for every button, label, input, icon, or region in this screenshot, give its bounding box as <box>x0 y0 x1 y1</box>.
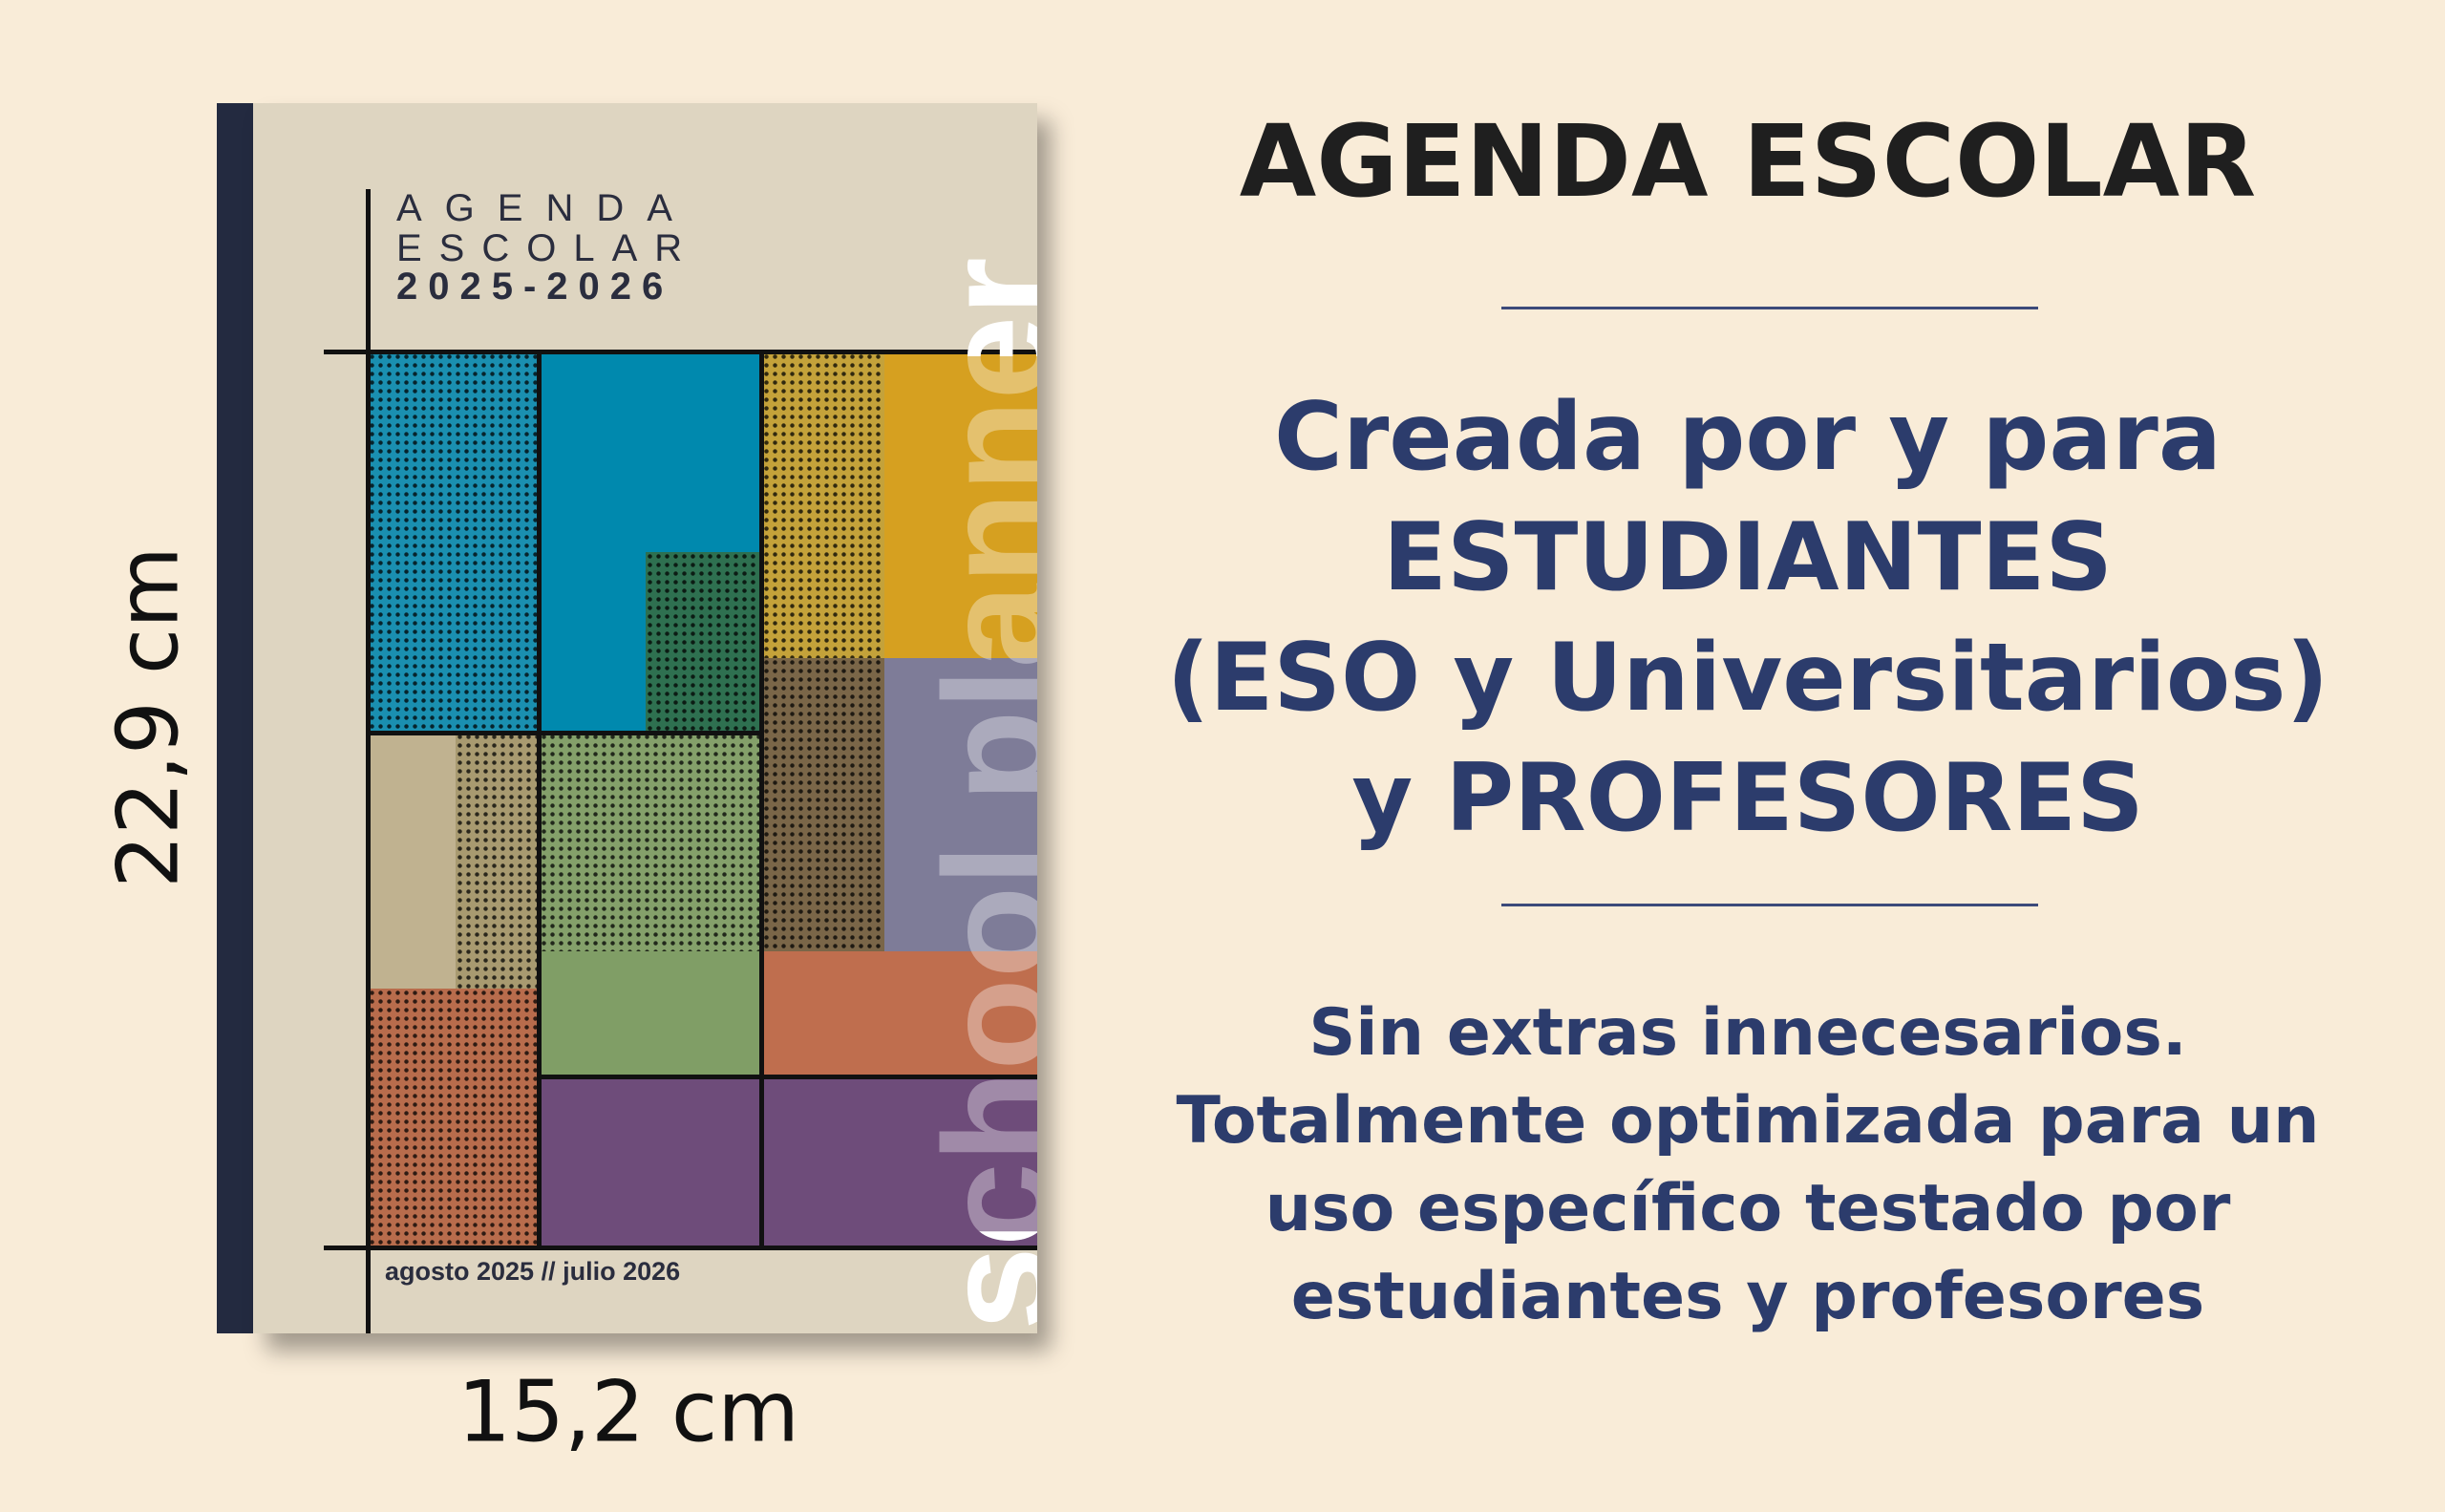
block-orange <box>762 951 1037 1076</box>
book-spine <box>217 103 253 1333</box>
tagline-line: Creada por y para <box>1274 383 2222 492</box>
tagline-line: ESTUDIANTES <box>1383 503 2113 612</box>
cover-title-line1: AGENDA <box>396 187 695 229</box>
block-purple <box>540 1076 762 1247</box>
grid-line <box>759 352 764 1247</box>
headline: AGENDA ESCOLAR <box>1239 103 2257 220</box>
description-line: uso específico testado por <box>1265 1171 2231 1246</box>
tagline-line: y PROFESORES <box>1351 744 2144 853</box>
grid-line <box>324 1246 1037 1250</box>
block-sand <box>368 733 456 989</box>
divider <box>1501 904 2038 906</box>
tagline: Creada por y para ESTUDIANTES (ESO y Uni… <box>1127 377 2369 859</box>
cover-vertical-text-overlay: school planner <box>913 257 1037 1331</box>
description-line: Sin extras innecesarios. <box>1308 995 2187 1071</box>
block-gray-violet <box>884 658 1037 951</box>
grid-line <box>366 189 371 1333</box>
block-sand-dotted <box>456 733 540 989</box>
block-dark-green <box>646 552 762 733</box>
grid-line <box>540 1075 1037 1079</box>
block-green-dotted <box>540 733 762 951</box>
block-yellow <box>884 352 1037 658</box>
description-line: estudiantes y profesores <box>1290 1259 2205 1334</box>
block-green <box>540 951 762 1076</box>
block-terracotta-dotted <box>368 989 540 1247</box>
grid-line <box>537 352 542 1247</box>
divider <box>1501 307 2038 309</box>
cover-years: 2025-2026 <box>396 266 674 308</box>
grid-line <box>368 731 762 735</box>
block-brown-dotted <box>762 658 884 951</box>
description: Sin extras innecesarios. Totalmente opti… <box>1127 990 2369 1341</box>
book-cover: school planner school planner school pla… <box>253 103 1037 1333</box>
tagline-line: (ESO y Universitarios) <box>1166 624 2329 733</box>
cover-title-line2: ESCOLAR <box>396 227 700 269</box>
width-dimension: 15,2 cm <box>457 1362 800 1461</box>
block-purple-right <box>762 1076 1037 1247</box>
cover-dates: agosto 2025 // julio 2026 <box>385 1257 681 1286</box>
description-line: Totalmente optimizada para un <box>1176 1083 2320 1159</box>
block-blue-dotted <box>368 352 540 733</box>
height-dimension: 22,9 cm <box>98 545 198 889</box>
block-mustard-dotted <box>762 352 884 658</box>
grid-line <box>324 350 1037 354</box>
